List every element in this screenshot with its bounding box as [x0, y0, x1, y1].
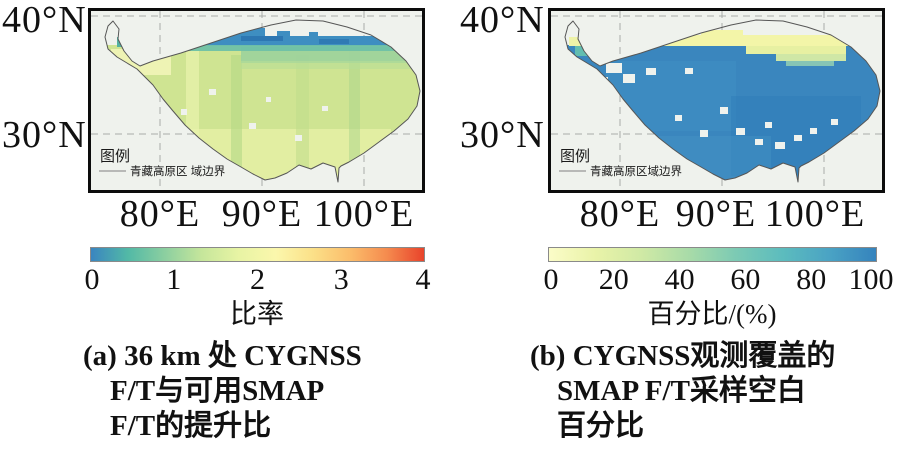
colorbar-b-tick-20: 20	[598, 263, 629, 296]
colorbar-b-label: 百分比/(%)	[647, 299, 777, 329]
caption-a: (a) 36 km 处 CYGNSS F/T与可用SMAP F/T的提升比	[83, 339, 362, 444]
lat-label-30n-a: 30°N	[2, 114, 87, 156]
lat-label-30n-b: 30°N	[460, 114, 545, 156]
lon-label-100e-b: 100°E	[764, 193, 866, 235]
legend-item-b: 青藏高原区域边界	[590, 164, 682, 178]
colorbar-a-label: 比率	[230, 299, 284, 329]
lon-label-90e-a: 90°E	[221, 193, 303, 235]
colorbar-b-tick-40: 40	[664, 263, 695, 296]
lon-label-80e-a: 80°E	[119, 193, 201, 235]
colorbar-a-tick-2: 2	[250, 263, 265, 296]
lon-label-80e-b: 80°E	[579, 193, 661, 235]
lon-label-100e-a: 100°E	[313, 193, 415, 235]
legend-title-b: 图例	[560, 148, 590, 165]
colorbar-a	[90, 247, 425, 262]
map-legend-a: 图例 青藏高原区 域边界	[99, 148, 226, 178]
plateau-boundary-b	[564, 19, 881, 183]
map-panel-a: 图例 青藏高原区 域边界	[88, 8, 425, 193]
map-a-svg: 图例 青藏高原区 域边界	[91, 11, 422, 190]
colorbar-b	[548, 247, 877, 262]
colorbar-b-tick-80: 80	[796, 263, 827, 296]
colorbar-a-tick-3: 3	[333, 263, 349, 296]
nodata-cells-a	[181, 89, 328, 141]
caption-b-line1: (b) CYGNSS观测覆盖的	[530, 340, 836, 372]
lat-label-40n-b: 40°N	[460, 0, 545, 41]
map-b-svg: 图例 青藏高原区域边界	[551, 11, 882, 190]
legend-title-a: 图例	[100, 148, 130, 165]
plateau-boundary-a	[104, 19, 421, 183]
colorbar-b-tick-60: 60	[730, 263, 761, 296]
caption-a-line3: F/T的提升比	[110, 410, 272, 442]
lat-label-40n-a: 40°N	[2, 0, 87, 41]
caption-b: (b) CYGNSS观测覆盖的 SMAP F/T采样空白 百分比	[530, 339, 835, 444]
map-panel-b: 图例 青藏高原区域边界	[548, 8, 885, 193]
colorbar-a-tick-0: 0	[84, 263, 100, 296]
caption-a-line1: (a) 36 km 处 CYGNSS	[83, 340, 362, 372]
caption-a-line2: F/T与可用SMAP	[110, 375, 325, 407]
colorbar-b-tick-100: 100	[848, 263, 894, 296]
colorbar-a-tick-1: 1	[166, 263, 182, 296]
caption-b-line2: SMAP F/T采样空白	[557, 375, 806, 407]
colorbar-a-tick-4: 4	[415, 263, 431, 296]
colorbar-b-tick-0: 0	[543, 263, 559, 296]
legend-item-a: 青藏高原区 域边界	[130, 164, 226, 178]
map-legend-b: 图例 青藏高原区域边界	[559, 148, 682, 178]
caption-b-line3: 百分比	[557, 410, 645, 442]
lon-label-90e-b: 90°E	[675, 193, 757, 235]
